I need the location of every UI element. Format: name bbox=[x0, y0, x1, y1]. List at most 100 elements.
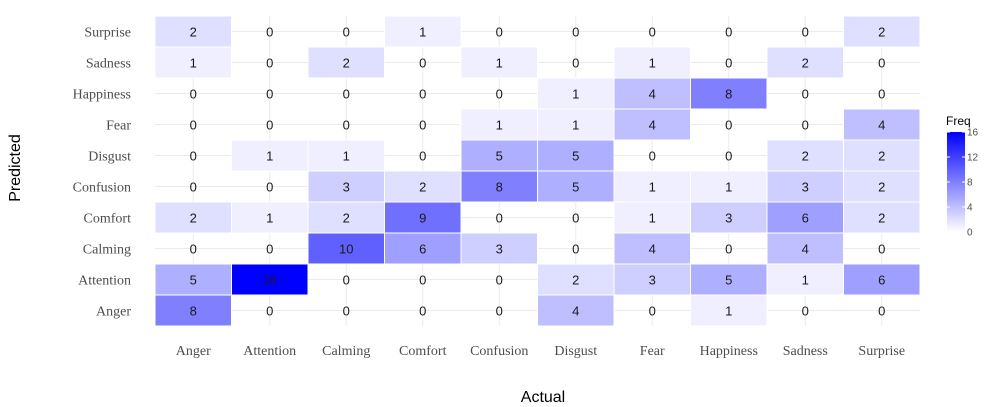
heatmap-cell bbox=[843, 108, 921, 141]
cell-value-label: 1 bbox=[496, 56, 503, 71]
cell-value-label: 0 bbox=[343, 273, 350, 288]
heatmap-cell bbox=[613, 108, 691, 141]
heatmap-cell bbox=[766, 139, 844, 172]
cell-value-label: 0 bbox=[190, 87, 197, 102]
cell-value-label: 4 bbox=[649, 87, 656, 102]
cell-value-label: 16 bbox=[263, 273, 277, 288]
heatmap-cell bbox=[537, 263, 615, 296]
cell-value-label: 3 bbox=[725, 211, 732, 226]
x-axis-tick-labels: Anger Attention Calming Comfort Confusion Dis… bbox=[176, 344, 905, 359]
legend: Freq 0 4 8 12 16 bbox=[946, 114, 979, 239]
cell-value-label: 6 bbox=[878, 273, 885, 288]
legend-tick-label: 4 bbox=[967, 203, 973, 214]
cell-value-label: 0 bbox=[649, 25, 656, 40]
heatmap-cell bbox=[231, 263, 309, 296]
heatmap-cell bbox=[537, 170, 615, 203]
heatmap-cell bbox=[843, 170, 921, 203]
heatmap-cell bbox=[384, 170, 462, 203]
x-tick-label: Comfort bbox=[399, 344, 447, 359]
cell-value-label: 0 bbox=[419, 149, 426, 164]
y-tick-label: Anger bbox=[96, 305, 131, 320]
cell-value-label: 5 bbox=[572, 180, 579, 195]
heatmap-cell bbox=[537, 77, 615, 110]
cell-value-label: 1 bbox=[725, 304, 732, 319]
cell-value-label: 4 bbox=[878, 118, 885, 133]
legend-color-bar bbox=[947, 132, 965, 232]
heatmap-cell bbox=[766, 232, 844, 265]
heatmap-cell bbox=[613, 46, 691, 79]
cell-value-label: 0 bbox=[190, 118, 197, 133]
cell-value-label: 0 bbox=[266, 180, 273, 195]
cell-value-label: 0 bbox=[266, 56, 273, 71]
cell-value-label: 4 bbox=[649, 242, 656, 257]
cell-value-label: 2 bbox=[802, 56, 809, 71]
heatmap-cell bbox=[460, 139, 538, 172]
cell-value-label: 0 bbox=[649, 149, 656, 164]
x-tick-label: Sadness bbox=[783, 344, 828, 359]
cell-value-label: 1 bbox=[649, 180, 656, 195]
cell-value-label: 8 bbox=[190, 304, 197, 319]
cell-value-labels: 8 0 0 0 0 4 0 1 0 05 16 0 0 0 2 3 5 1 60 0 10 6 3 0 4 0 4 02 1 2 9 0 0 1 3… bbox=[190, 25, 886, 319]
cell-value-label: 1 bbox=[572, 118, 579, 133]
x-tick-label: Confusion bbox=[470, 344, 528, 359]
heatmap-cell bbox=[843, 139, 921, 172]
legend-tick-label: 0 bbox=[967, 228, 973, 239]
heatmap-cell bbox=[537, 139, 615, 172]
cell-value-label: 2 bbox=[190, 25, 197, 40]
y-axis-title: Predicted bbox=[7, 134, 24, 202]
cell-value-label: 5 bbox=[725, 273, 732, 288]
x-tick-label: Fear bbox=[640, 344, 665, 359]
cell-value-label: 1 bbox=[496, 118, 503, 133]
heatmap-cell bbox=[154, 201, 232, 234]
cell-value-label: 1 bbox=[649, 56, 656, 71]
cell-value-label: 0 bbox=[419, 273, 426, 288]
cell-value-label: 0 bbox=[572, 25, 579, 40]
cell-value-label: 1 bbox=[419, 25, 426, 40]
y-tick-label: Disgust bbox=[88, 150, 131, 165]
legend-ticks: 0 4 8 12 16 bbox=[947, 128, 979, 239]
cell-value-label: 4 bbox=[572, 304, 579, 319]
heatmap-cell bbox=[537, 108, 615, 141]
heatmap-cells bbox=[154, 15, 921, 327]
y-tick-label: Calming bbox=[83, 243, 131, 258]
cell-value-label: 0 bbox=[572, 242, 579, 257]
cell-value-label: 2 bbox=[878, 25, 885, 40]
cell-value-label: 0 bbox=[725, 242, 732, 257]
heatmap-cell bbox=[154, 46, 232, 79]
cell-value-label: 0 bbox=[878, 56, 885, 71]
cell-value-label: 0 bbox=[266, 242, 273, 257]
cell-value-label: 0 bbox=[725, 149, 732, 164]
heatmap-cell bbox=[690, 77, 768, 110]
legend-title: Freq bbox=[946, 114, 971, 128]
cell-value-label: 0 bbox=[266, 304, 273, 319]
heatmap-cell bbox=[460, 170, 538, 203]
cell-value-label: 10 bbox=[339, 242, 353, 257]
heatmap-cell bbox=[613, 201, 691, 234]
x-tick-label: Anger bbox=[176, 344, 211, 359]
cell-value-label: 1 bbox=[266, 149, 273, 164]
cell-value-label: 1 bbox=[802, 273, 809, 288]
heatmap-cell bbox=[766, 201, 844, 234]
x-tick-label: Calming bbox=[322, 344, 370, 359]
heatmap-cell bbox=[231, 139, 309, 172]
heatmap-cell bbox=[307, 139, 385, 172]
y-tick-label: Happiness bbox=[73, 88, 131, 103]
cell-value-label: 0 bbox=[802, 87, 809, 102]
cell-value-label: 1 bbox=[725, 180, 732, 195]
heatmap-cell bbox=[537, 294, 615, 327]
cell-value-label: 0 bbox=[496, 25, 503, 40]
cell-value-label: 9 bbox=[419, 211, 426, 226]
cell-value-label: 5 bbox=[190, 273, 197, 288]
heatmap-cell bbox=[690, 263, 768, 296]
cell-value-label: 0 bbox=[419, 304, 426, 319]
heatmap-cell bbox=[690, 170, 768, 203]
cell-value-label: 0 bbox=[725, 56, 732, 71]
x-axis-title: Actual bbox=[521, 389, 565, 406]
heatmap-cell bbox=[613, 232, 691, 265]
cell-value-label: 4 bbox=[802, 242, 809, 257]
cell-value-label: 0 bbox=[572, 56, 579, 71]
y-tick-label: Comfort bbox=[84, 212, 132, 227]
cell-value-label: 0 bbox=[266, 118, 273, 133]
cell-value-label: 1 bbox=[190, 56, 197, 71]
cell-value-label: 0 bbox=[802, 304, 809, 319]
